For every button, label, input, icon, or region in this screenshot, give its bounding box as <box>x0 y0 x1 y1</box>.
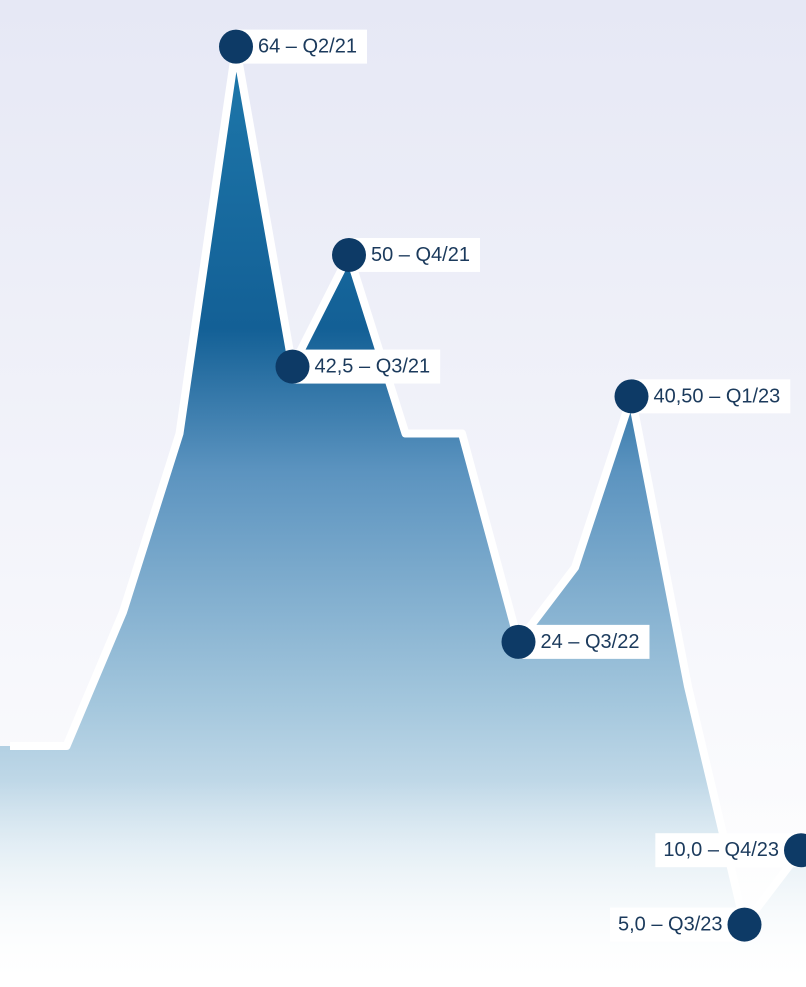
data-label: 5,0 – Q3/23 <box>618 914 723 936</box>
value-label: 42,5 <box>315 356 354 378</box>
point-label: 5,0 – Q3/23 <box>610 908 745 942</box>
separator: – <box>393 244 415 266</box>
value-label: 5,0 <box>618 914 646 936</box>
data-label: 50 – Q4/21 <box>371 244 470 266</box>
category-label: Q4/23 <box>725 839 779 861</box>
point <box>332 238 366 272</box>
data-label: 42,5 – Q3/21 <box>315 356 431 378</box>
point-label: 50 – Q4/21 <box>349 238 480 272</box>
point-label: 64 – Q2/21 <box>236 30 367 64</box>
separator: – <box>704 386 726 408</box>
data-label: 64 – Q2/21 <box>258 36 357 58</box>
point <box>615 379 649 413</box>
point <box>276 350 310 384</box>
point-label: 42,5 – Q3/21 <box>293 350 441 384</box>
point <box>502 625 536 659</box>
data-label: 40,50 – Q1/23 <box>654 386 781 408</box>
value-label: 10,0 <box>663 839 702 861</box>
value-label: 64 <box>258 36 280 58</box>
data-label: 24 – Q3/22 <box>541 631 640 653</box>
point-label: 10,0 – Q4/23 <box>655 833 801 867</box>
category-label: Q2/21 <box>303 36 357 58</box>
separator: – <box>646 914 668 936</box>
point <box>219 30 253 64</box>
separator: – <box>280 36 302 58</box>
category-label: Q1/23 <box>726 386 780 408</box>
point-label: 40,50 – Q1/23 <box>632 379 791 413</box>
data-label: 10,0 – Q4/23 <box>663 839 779 861</box>
category-label: Q3/22 <box>585 631 639 653</box>
separator: – <box>702 839 724 861</box>
category-label: Q3/21 <box>376 356 430 378</box>
category-label: Q4/21 <box>416 244 470 266</box>
bottom-fade <box>0 780 806 987</box>
chart: 64 – Q2/21 42,5 – Q3/21 50 – Q4/21 24 – Q3/… <box>0 0 806 987</box>
separator: – <box>353 356 375 378</box>
value-label: 50 <box>371 244 393 266</box>
page: 64 – Q2/21 42,5 – Q3/21 50 – Q4/21 24 – Q3/… <box>0 0 806 987</box>
point-label: 24 – Q3/22 <box>519 625 650 659</box>
category-label: Q3/23 <box>668 914 722 936</box>
value-label: 24 <box>541 631 563 653</box>
point <box>728 908 762 942</box>
separator: – <box>563 631 585 653</box>
value-label: 40,50 <box>654 386 704 408</box>
